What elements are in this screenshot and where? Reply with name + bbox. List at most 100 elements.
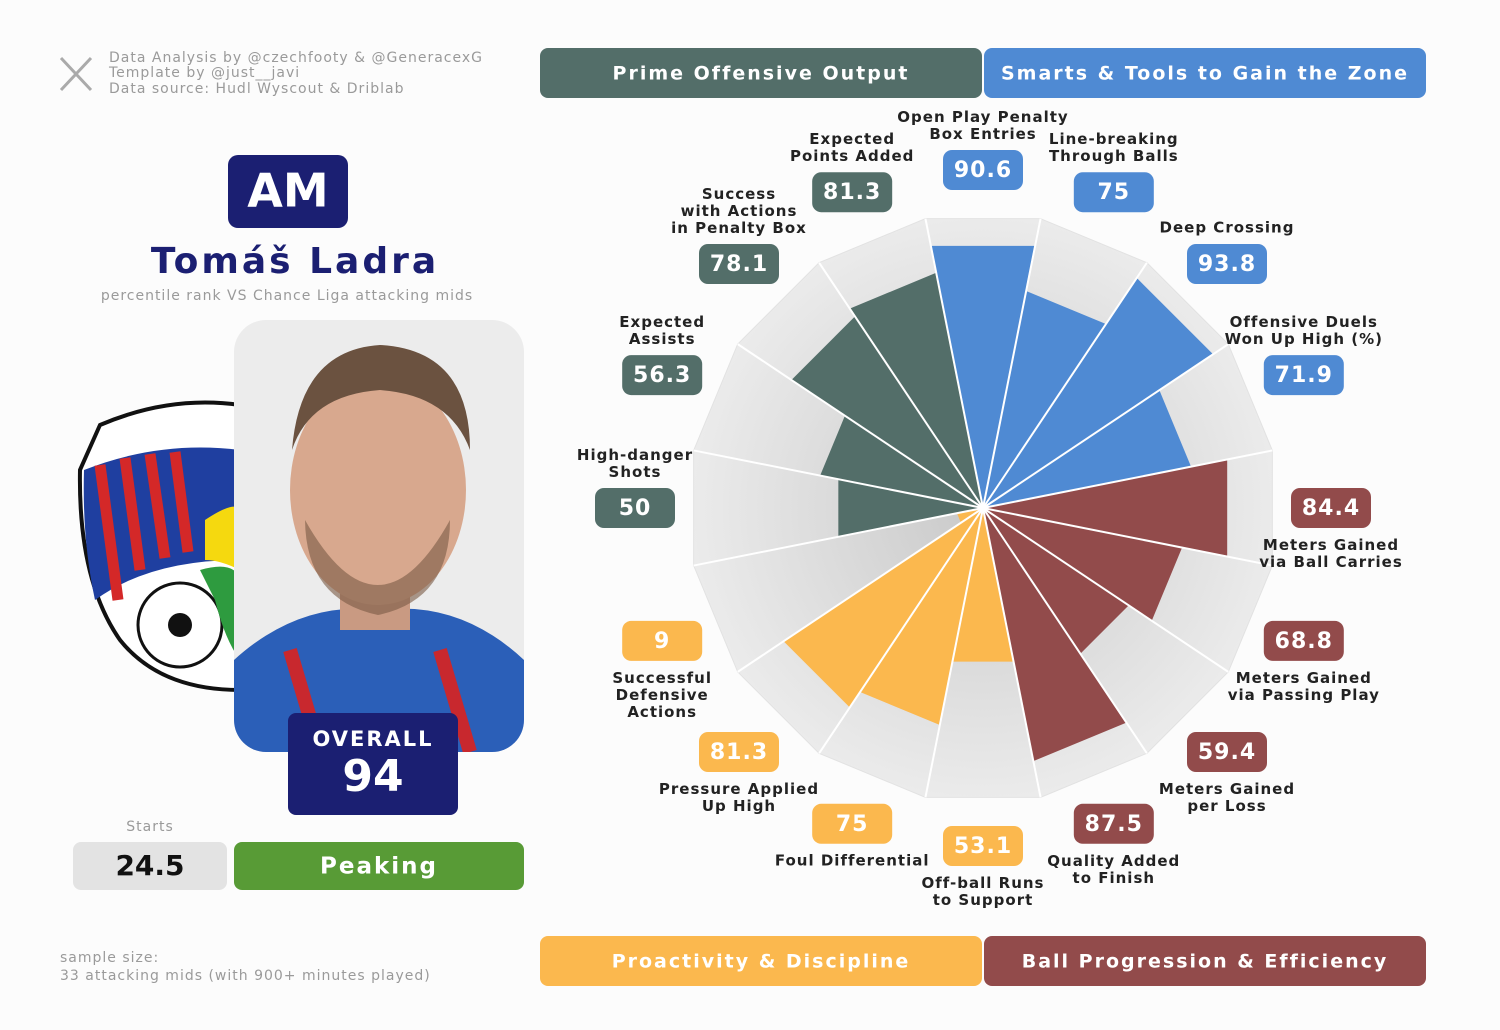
category-label: Meters Gained via Passing Play (1228, 668, 1380, 703)
slice-divider (924, 507, 984, 798)
legend-box (984, 936, 1426, 986)
value-label: 50 (619, 496, 652, 521)
category-label: Success with Actions in Penalty Box (671, 184, 807, 236)
legend-label: Prime Offensive Output (613, 63, 910, 85)
legend-label: Ball Progression & Efficiency (1022, 951, 1389, 973)
value-label: 71.9 (1275, 363, 1333, 388)
category-label: High-danger Shots (577, 446, 693, 481)
player-photo (234, 320, 524, 752)
position: AM (247, 164, 328, 218)
overall-value: 94 (342, 751, 403, 802)
category-label: Foul Differential (775, 851, 930, 869)
value-label: 87.5 (1085, 812, 1143, 837)
legend-box (540, 936, 982, 986)
form-box (234, 842, 524, 890)
value-badge (1073, 172, 1154, 213)
legend-label: Smarts & Tools to Gain the Zone (1001, 63, 1409, 85)
value-label: 75 (1097, 180, 1130, 205)
value-badge (812, 803, 893, 844)
value-label: 81.3 (710, 740, 768, 765)
slice (983, 390, 1192, 508)
overall-badge (288, 713, 458, 815)
starts-value: 24.5 (115, 849, 184, 882)
value-label: 53.1 (954, 834, 1012, 859)
slice-divider (737, 507, 984, 673)
value-label: 93.8 (1198, 252, 1256, 277)
category-label: Meters Gained via Ball Carries (1259, 536, 1403, 571)
slice (849, 272, 983, 508)
starts-label: Starts (126, 819, 174, 835)
value-label: 56.3 (633, 363, 691, 388)
category-label: Quality Added to Finish (1047, 851, 1180, 886)
slice-divider (982, 507, 1229, 673)
slice (983, 291, 1106, 508)
slice-divider (982, 507, 1148, 754)
slice (930, 245, 1036, 508)
value-badge (698, 732, 779, 773)
player-name: Tomáš Ladra (151, 241, 439, 282)
slice (983, 508, 1129, 654)
slice (983, 508, 1127, 762)
form: Peaking (320, 854, 438, 880)
credit: Data source: Hudl Wyscout & Driblab (109, 81, 404, 97)
value-badge (943, 150, 1023, 190)
slice (791, 316, 983, 508)
value-badge (622, 620, 703, 661)
slice-divider (924, 218, 984, 509)
value-label: 78.1 (710, 252, 768, 277)
slice (983, 277, 1214, 508)
value-badge (1187, 732, 1268, 773)
slice-divider (693, 449, 984, 509)
slice-divider (982, 262, 1148, 509)
category-label: Expected Points Added (790, 130, 914, 165)
category-label: Deep Crossing (1160, 218, 1295, 236)
value-badge (1263, 620, 1344, 661)
value-label: 81.3 (823, 180, 881, 205)
slice-divider (737, 343, 984, 509)
value-badge (1187, 243, 1268, 284)
value-label: 59.4 (1198, 740, 1256, 765)
value-badge (812, 172, 893, 213)
value-label: 84.4 (1302, 496, 1360, 521)
value-badge (622, 355, 703, 396)
credit: Data Analysis by @czechfooty & @Generace… (109, 50, 483, 66)
slice (983, 459, 1228, 557)
slice-divider (982, 218, 1042, 509)
overall-label: OVERALL (312, 727, 433, 751)
subtitle: percentile rank VS Chance Liga attacking… (101, 288, 473, 304)
slice-divider (982, 507, 1042, 798)
slice (983, 508, 1183, 621)
slice (838, 479, 983, 537)
category-label: Expected Assists (619, 313, 705, 348)
starts-box (73, 842, 227, 890)
category-label: Offensive Duels Won Up High (%) (1225, 313, 1383, 348)
value-badge (1263, 355, 1344, 396)
value-badge (1291, 488, 1371, 528)
slice-divider (693, 507, 984, 567)
category-label: Pressure Applied Up High (659, 780, 819, 815)
legend-label: Proactivity & Discipline (612, 951, 911, 973)
value-badge (595, 488, 675, 528)
slice-divider (818, 262, 984, 509)
slice (860, 508, 983, 725)
value-badge (1073, 803, 1154, 844)
slice (952, 508, 1014, 662)
legend-box (540, 48, 982, 98)
x-logo (59, 56, 93, 92)
value-label: 75 (836, 812, 869, 837)
club-crest (77, 400, 242, 693)
sample-note: sample size: (60, 950, 159, 966)
value-label: 9 (654, 629, 670, 654)
slices (783, 245, 1228, 762)
category-label: Meters Gained per Loss (1159, 780, 1295, 815)
slice-divider (982, 343, 1229, 509)
legend-box (984, 48, 1426, 98)
category-label: Successful Defensive Actions (612, 668, 712, 720)
category-label: Line-breaking Through Balls (1049, 130, 1179, 165)
slice-divider (982, 449, 1273, 509)
value-label: 90.6 (954, 158, 1012, 183)
category-label: Off-ball Runs to Support (922, 874, 1045, 909)
slice (820, 415, 983, 508)
